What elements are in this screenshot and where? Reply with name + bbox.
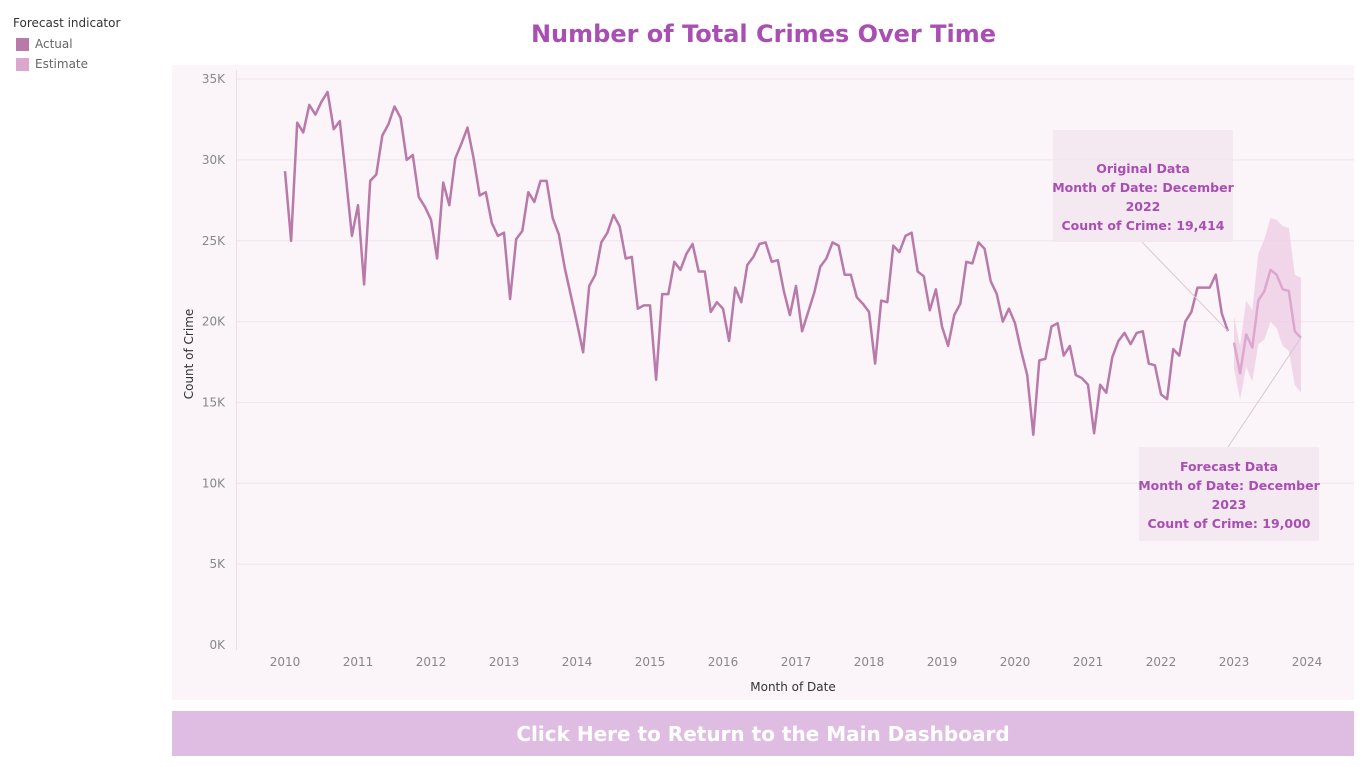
- annotation-month-line: Month of Date: December: [1052, 180, 1234, 195]
- x-tick-label: 2010: [270, 655, 301, 669]
- x-tick-label: 2012: [416, 655, 447, 669]
- x-tick-label: 2023: [1219, 655, 1250, 669]
- legend-swatch-estimate: [16, 57, 29, 71]
- chart-title: Number of Total Crimes Over Time: [530, 20, 997, 48]
- annotation-month-line: Month of Date: December: [1138, 478, 1320, 493]
- y-tick-label: 35K: [202, 72, 226, 86]
- x-tick-label: 2013: [489, 655, 520, 669]
- annotation-forecast-data[interactable]: Forecast Data Month of Date: December 2023…: [1138, 447, 1321, 541]
- crime-line-chart: 0K 5K 10K 15K 20K 25K 30K 35K 2010 2011 2012 2013 2…: [172, 65, 1354, 700]
- annotation-box: [1053, 130, 1233, 242]
- annotation-title: Original Data: [1096, 161, 1190, 176]
- annotation-year-line: 2022: [1126, 199, 1161, 214]
- x-tick-label: 2021: [1073, 655, 1104, 669]
- annotation-value-line: Count of Crime: 19,414: [1062, 218, 1225, 233]
- legend-swatch-actual: [16, 37, 29, 51]
- y-tick-label: 5K: [209, 557, 226, 571]
- y-axis-title: Count of Crime: [182, 309, 196, 400]
- x-tick-label: 2014: [562, 655, 593, 669]
- y-tick-label: 20K: [202, 315, 226, 329]
- estimate-confidence-band: [1234, 218, 1301, 400]
- estimate-series-line[interactable]: [1232, 268, 1302, 375]
- legend-title: Forecast indicator: [13, 16, 121, 30]
- x-tick-label: 2016: [708, 655, 739, 669]
- x-tick-label: 2019: [927, 655, 958, 669]
- x-tick-label: 2011: [343, 655, 374, 669]
- legend-label-estimate: Estimate: [35, 57, 89, 71]
- annotation-leader-line: [1227, 337, 1302, 448]
- forecast-legend: Forecast indicator Actual Estimate: [13, 16, 120, 74]
- legend-item-estimate[interactable]: Estimate: [13, 54, 120, 74]
- y-tick-label: 15K: [202, 395, 226, 409]
- x-tick-label: 2020: [1000, 655, 1031, 669]
- annotation-original-data[interactable]: Original Data Month of Date: December 2022…: [1052, 130, 1235, 242]
- annotation-value-line: Count of Crime: 19,000: [1148, 516, 1311, 531]
- x-axis-title: Month of Date: [750, 680, 836, 694]
- annotation-leader-line: [1141, 241, 1229, 332]
- legend-label-actual: Actual: [35, 37, 73, 51]
- x-tick-label: 2018: [854, 655, 885, 669]
- y-tick-label: 30K: [202, 153, 226, 167]
- x-tick-label: 2017: [781, 655, 812, 669]
- return-to-dashboard-button[interactable]: Click Here to Return to the Main Dashboa…: [172, 711, 1354, 756]
- annotation-year-line: 2023: [1212, 497, 1247, 512]
- x-tick-label: 2024: [1292, 655, 1323, 669]
- y-tick-label: 25K: [202, 234, 226, 248]
- x-tick-label: 2015: [635, 655, 666, 669]
- legend-item-actual[interactable]: Actual: [13, 34, 120, 54]
- annotation-box: [1139, 447, 1319, 541]
- y-tick-label: 10K: [202, 476, 226, 490]
- y-tick-label: 0K: [209, 638, 226, 652]
- actual-series-line[interactable]: [283, 90, 1230, 437]
- x-tick-label: 2022: [1146, 655, 1177, 669]
- annotation-title: Forecast Data: [1180, 459, 1278, 474]
